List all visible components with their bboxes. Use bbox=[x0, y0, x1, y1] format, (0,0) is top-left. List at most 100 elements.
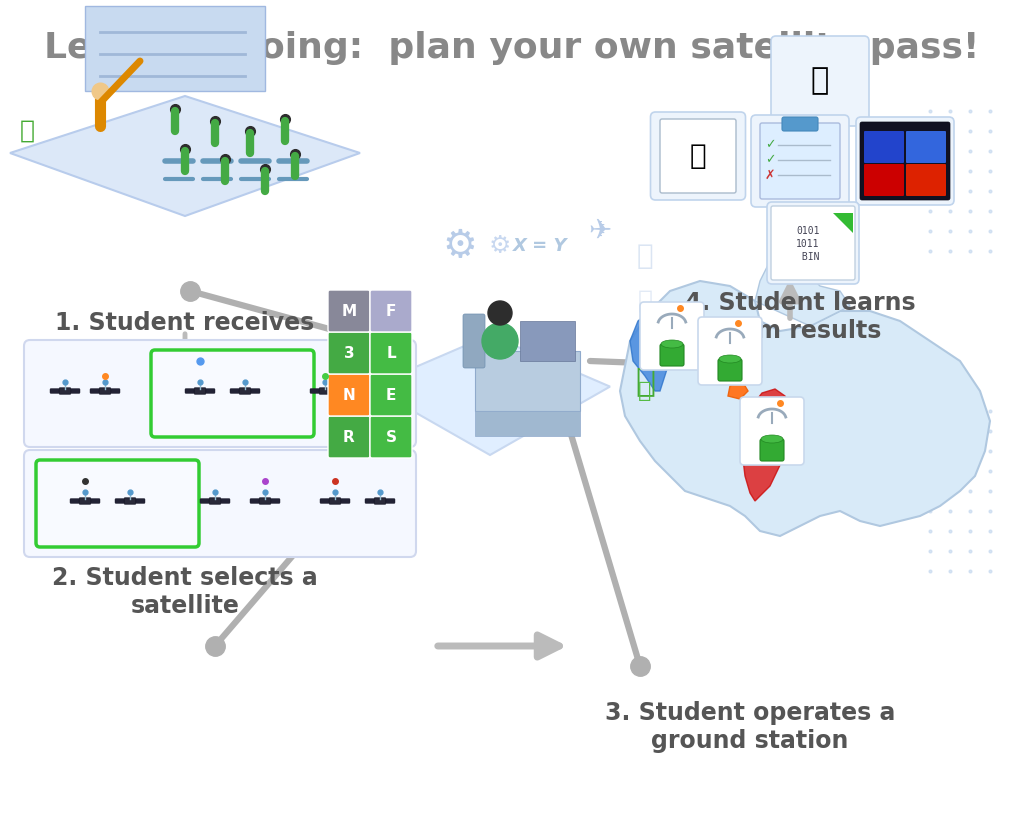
FancyBboxPatch shape bbox=[50, 388, 59, 393]
Text: 0101
1011
 BIN: 0101 1011 BIN bbox=[797, 226, 820, 262]
FancyBboxPatch shape bbox=[239, 388, 251, 394]
Text: M: M bbox=[341, 304, 356, 319]
Polygon shape bbox=[833, 213, 853, 233]
Text: R: R bbox=[343, 429, 355, 444]
FancyBboxPatch shape bbox=[200, 498, 209, 503]
FancyBboxPatch shape bbox=[36, 460, 199, 547]
Text: 3: 3 bbox=[344, 346, 354, 360]
FancyBboxPatch shape bbox=[660, 119, 736, 193]
FancyBboxPatch shape bbox=[328, 374, 370, 416]
FancyBboxPatch shape bbox=[111, 388, 120, 393]
Polygon shape bbox=[475, 411, 580, 436]
FancyBboxPatch shape bbox=[650, 112, 745, 200]
FancyBboxPatch shape bbox=[331, 388, 340, 393]
FancyBboxPatch shape bbox=[760, 439, 784, 461]
Text: 4. Student learns
from results: 4. Student learns from results bbox=[685, 291, 915, 343]
Circle shape bbox=[482, 323, 518, 359]
FancyBboxPatch shape bbox=[751, 115, 849, 207]
FancyBboxPatch shape bbox=[271, 498, 280, 503]
Text: F: F bbox=[386, 304, 396, 319]
FancyBboxPatch shape bbox=[221, 498, 230, 503]
Text: 3. Student operates a
ground station: 3. Student operates a ground station bbox=[605, 701, 895, 753]
FancyBboxPatch shape bbox=[906, 131, 946, 163]
FancyBboxPatch shape bbox=[71, 388, 80, 393]
Text: 2. Student selects a
satellite: 2. Student selects a satellite bbox=[52, 566, 317, 617]
Polygon shape bbox=[728, 381, 748, 399]
Text: Polar Orbiting: Polar Orbiting bbox=[177, 417, 287, 431]
Polygon shape bbox=[755, 241, 850, 326]
Polygon shape bbox=[370, 335, 610, 455]
Text: 1. Student receives
an exercise: 1. Student receives an exercise bbox=[55, 311, 314, 363]
Text: 🌿: 🌿 bbox=[19, 119, 35, 143]
FancyBboxPatch shape bbox=[856, 117, 954, 205]
FancyBboxPatch shape bbox=[206, 388, 215, 393]
Text: ✈: ✈ bbox=[589, 217, 611, 245]
Polygon shape bbox=[630, 311, 672, 391]
FancyBboxPatch shape bbox=[329, 498, 341, 504]
FancyBboxPatch shape bbox=[124, 498, 136, 504]
FancyBboxPatch shape bbox=[364, 388, 376, 394]
FancyBboxPatch shape bbox=[640, 302, 705, 370]
Polygon shape bbox=[85, 6, 265, 91]
Text: 🌐: 🌐 bbox=[637, 242, 653, 270]
FancyBboxPatch shape bbox=[259, 498, 271, 504]
FancyBboxPatch shape bbox=[370, 416, 412, 458]
FancyBboxPatch shape bbox=[230, 388, 239, 393]
Text: ✓: ✓ bbox=[765, 139, 775, 152]
Polygon shape bbox=[10, 96, 360, 216]
FancyBboxPatch shape bbox=[251, 388, 260, 393]
Text: ⚙: ⚙ bbox=[442, 227, 477, 265]
FancyBboxPatch shape bbox=[767, 202, 859, 284]
FancyBboxPatch shape bbox=[782, 117, 818, 131]
Text: ✗: ✗ bbox=[765, 168, 775, 181]
FancyBboxPatch shape bbox=[319, 498, 329, 503]
FancyBboxPatch shape bbox=[79, 498, 91, 504]
FancyBboxPatch shape bbox=[328, 332, 370, 374]
FancyBboxPatch shape bbox=[115, 498, 124, 503]
FancyBboxPatch shape bbox=[250, 498, 259, 503]
FancyBboxPatch shape bbox=[209, 498, 221, 504]
Text: ✓: ✓ bbox=[765, 154, 775, 167]
FancyBboxPatch shape bbox=[370, 290, 412, 332]
Text: 🧭: 🧭 bbox=[811, 67, 829, 95]
Text: L: L bbox=[386, 346, 396, 360]
FancyBboxPatch shape bbox=[864, 131, 904, 163]
FancyBboxPatch shape bbox=[374, 498, 386, 504]
Text: 🌿: 🌿 bbox=[635, 365, 655, 397]
FancyBboxPatch shape bbox=[370, 374, 412, 416]
FancyBboxPatch shape bbox=[365, 498, 374, 503]
FancyBboxPatch shape bbox=[91, 498, 100, 503]
FancyBboxPatch shape bbox=[310, 388, 319, 393]
FancyBboxPatch shape bbox=[864, 164, 904, 196]
FancyBboxPatch shape bbox=[860, 122, 950, 200]
FancyBboxPatch shape bbox=[760, 123, 840, 199]
FancyBboxPatch shape bbox=[90, 388, 99, 393]
Text: E: E bbox=[386, 388, 396, 402]
FancyBboxPatch shape bbox=[370, 332, 412, 374]
FancyBboxPatch shape bbox=[771, 36, 869, 126]
Ellipse shape bbox=[662, 340, 683, 348]
FancyBboxPatch shape bbox=[698, 317, 762, 385]
Text: ⚙: ⚙ bbox=[488, 234, 511, 258]
FancyBboxPatch shape bbox=[194, 388, 206, 394]
FancyBboxPatch shape bbox=[740, 397, 804, 465]
FancyBboxPatch shape bbox=[24, 450, 416, 557]
Text: 🗺: 🗺 bbox=[690, 142, 707, 170]
FancyBboxPatch shape bbox=[99, 388, 111, 394]
Polygon shape bbox=[620, 281, 990, 536]
FancyBboxPatch shape bbox=[355, 388, 364, 393]
Ellipse shape bbox=[761, 435, 783, 443]
FancyBboxPatch shape bbox=[319, 388, 331, 394]
FancyBboxPatch shape bbox=[386, 498, 395, 503]
FancyBboxPatch shape bbox=[660, 344, 684, 366]
FancyBboxPatch shape bbox=[906, 164, 946, 196]
FancyBboxPatch shape bbox=[376, 388, 385, 393]
FancyBboxPatch shape bbox=[463, 314, 485, 368]
FancyBboxPatch shape bbox=[328, 416, 370, 458]
Text: Learn by doing:  plan your own satellite pass!: Learn by doing: plan your own satellite … bbox=[44, 31, 980, 65]
Ellipse shape bbox=[719, 355, 741, 363]
FancyBboxPatch shape bbox=[59, 388, 71, 394]
FancyBboxPatch shape bbox=[328, 290, 370, 332]
FancyBboxPatch shape bbox=[718, 359, 742, 381]
Circle shape bbox=[488, 301, 512, 325]
